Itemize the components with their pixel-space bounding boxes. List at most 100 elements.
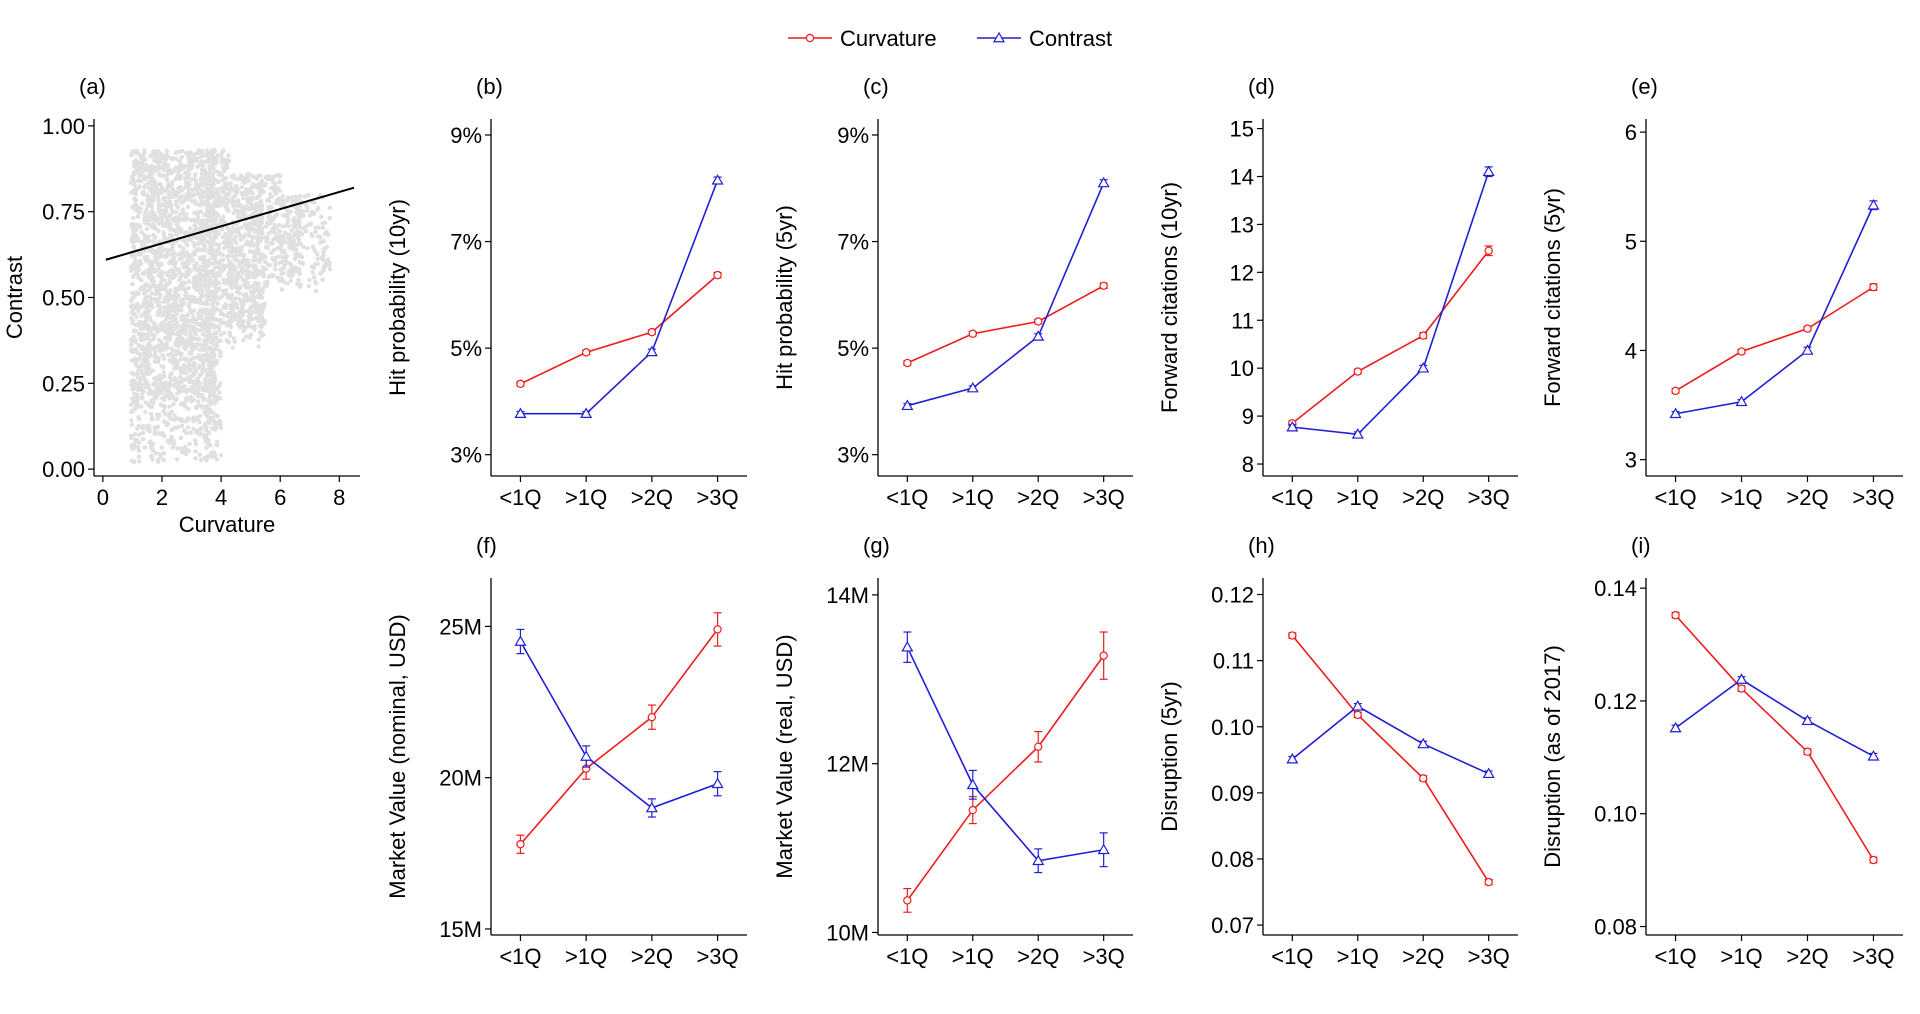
scatter-point [260,179,264,183]
scatter-point [201,385,205,389]
scatter-point [242,209,246,213]
scatter-point [184,431,188,435]
scatter-point [146,272,150,276]
scatter-point [193,332,197,336]
scatter-point [130,371,134,375]
scatter-point [195,248,199,252]
scatter-point [309,222,313,226]
scatter-point [164,223,168,227]
scatter-point [259,313,263,317]
scatter-point [229,276,233,280]
scatter-point [296,242,300,246]
scatter-point [198,322,202,326]
scatter-point [181,247,185,251]
scatter-point [176,169,180,173]
scatter-point [161,214,165,218]
scatter-point [319,215,323,219]
scatter-point [266,177,270,181]
scatter-point [235,302,239,306]
scatter-point [194,345,198,349]
scatter-point [138,262,142,266]
scatter-point [196,312,200,316]
scatter-point [153,431,157,435]
scatter-point [272,174,276,178]
scatter-point [170,242,174,246]
scatter-point [157,356,161,360]
scatter-points [129,148,333,464]
scatter-point [238,316,242,320]
scatter-point [226,153,230,157]
scatter-point [242,181,246,185]
scatter-point [156,304,160,308]
scatter-point [310,210,314,214]
scatter-point [312,200,316,204]
scatter-point [233,269,237,273]
scatter-point [262,284,266,288]
scatter-point [168,288,172,292]
scatter-point [158,190,162,194]
scatter-point [159,282,163,286]
scatter-point [209,451,213,455]
scatter-point [192,419,196,423]
scatter-point [146,363,150,367]
scatter-point [212,393,216,397]
scatter-point [178,212,182,216]
scatter-point [162,451,166,455]
scatter-point [179,370,183,374]
scatter-point [132,160,136,164]
scatter-point [180,261,184,265]
scatter-point [154,451,158,455]
scatter-point [257,337,261,341]
scatter-point [227,263,231,267]
scatter-point [278,189,282,193]
scatter-point [322,239,326,243]
scatter-point [269,241,273,245]
scatter-point [143,410,147,414]
scatter-point [157,200,161,204]
scatter-point [271,180,275,184]
scatter-point [260,226,264,230]
scatter-point [323,221,327,225]
scatter-point [147,441,151,445]
scatter-point [210,189,214,193]
scatter-point [156,460,160,464]
scatter-point [129,443,133,447]
scatter-point [203,247,207,251]
scatter-point [189,218,193,222]
scatter-point [246,276,250,280]
scatter-point [187,351,191,355]
scatter-point [245,281,249,285]
scatter-point [293,257,297,261]
scatter-point [255,234,259,238]
scatter-point [186,253,190,257]
scatter-point [191,241,195,245]
scatter-point [193,456,197,460]
scatter-point [161,208,165,212]
scatter-point [158,349,162,353]
scatter-point [177,278,181,282]
scatter-point [143,177,147,181]
scatter-point [183,238,187,242]
scatter-point [141,431,145,435]
legend-label: Contrast [1029,26,1112,51]
scatter-point [178,303,182,307]
scatter-point [206,157,210,161]
scatter-point [132,337,136,341]
scatter-point [181,208,185,212]
scatter-point [291,218,295,222]
scatter-point [133,259,137,263]
scatter-point [155,412,159,416]
scatter-point [157,338,161,342]
scatter-point [243,326,247,330]
scatter-point [169,372,173,376]
scatter-point [278,229,282,233]
scatter-point [313,225,317,229]
scatter-point [225,281,229,285]
scatter-point [174,426,178,430]
scatter-point [190,310,194,314]
scatter-point [132,386,136,390]
scatter-point [143,209,147,213]
scatter-point [180,424,184,428]
